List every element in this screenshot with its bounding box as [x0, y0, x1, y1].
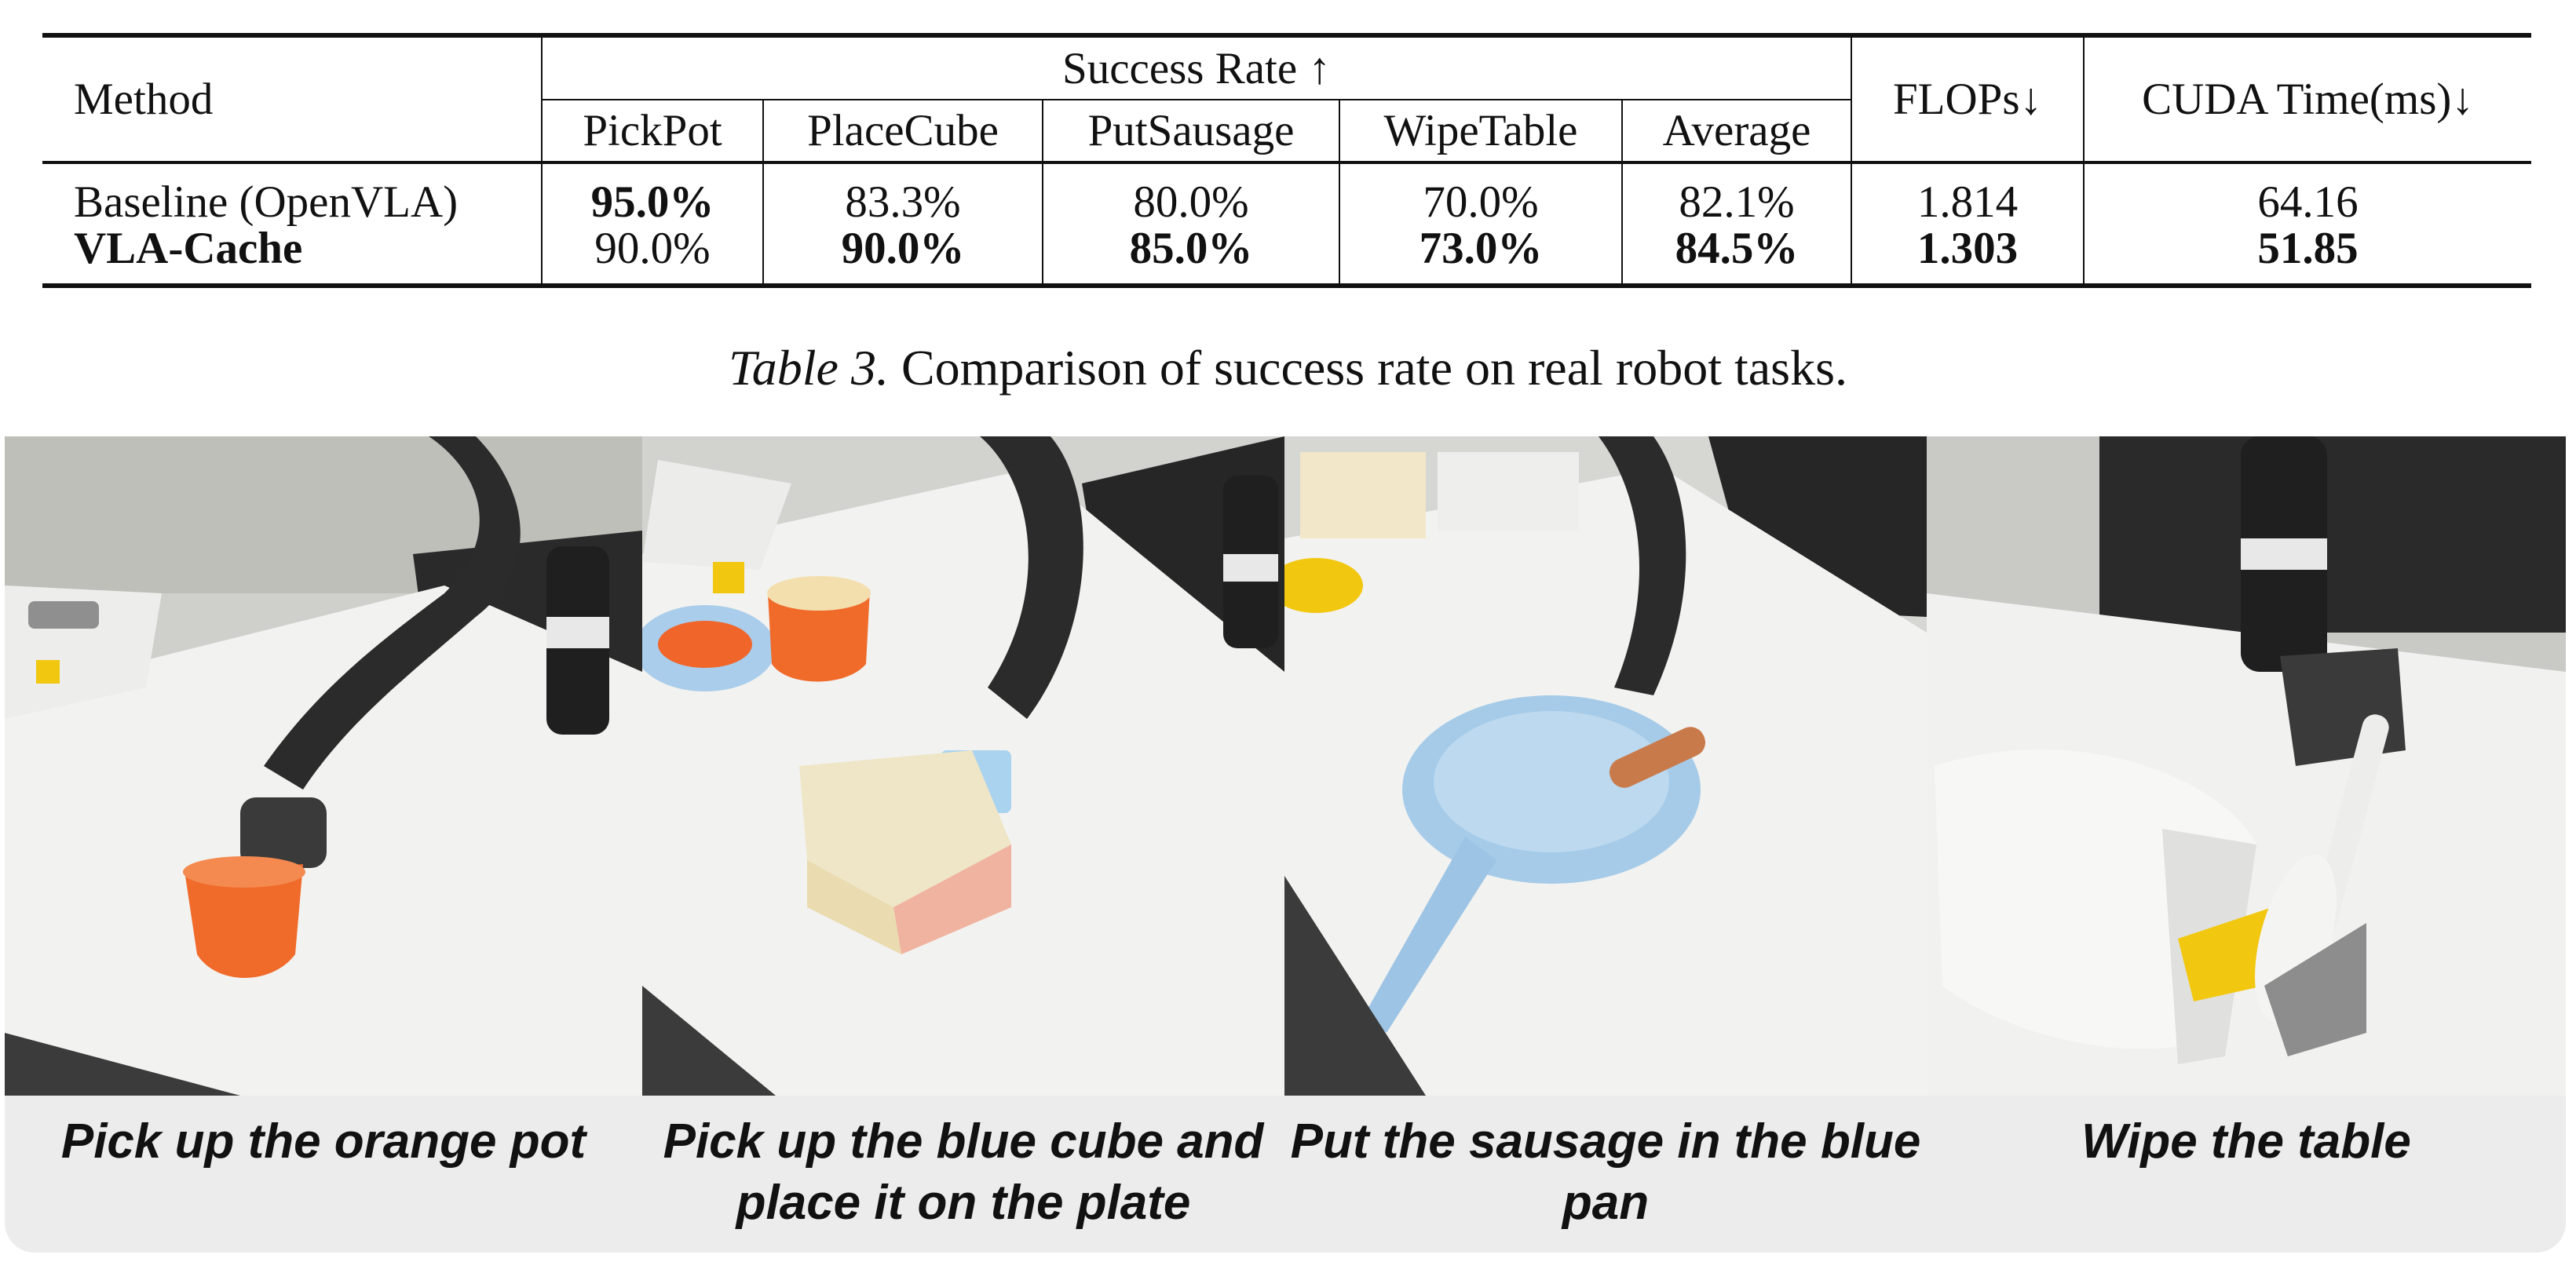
- pickpot-cell: 95.0%: [542, 162, 764, 224]
- task-header-placecube: PlaceCube: [763, 100, 1043, 162]
- average-cell: 84.5%: [1622, 224, 1852, 286]
- putsausage-cell: 80.0%: [1043, 162, 1340, 224]
- table-caption-text: Comparison of success rate on real robot…: [888, 340, 1847, 396]
- method-cell: VLA-Cache: [42, 224, 543, 286]
- table-row: Baseline (OpenVLA) 95.0% 83.3% 80.0% 70.…: [42, 162, 2531, 224]
- photo-put-sausage: [1284, 436, 1927, 1096]
- task-header-average: Average: [1622, 100, 1852, 162]
- caption-pick-orange-pot: Pick up the orange pot: [60, 1114, 586, 1169]
- pickpot-cell: 90.0%: [542, 224, 764, 286]
- wipetable-cell: 70.0%: [1339, 162, 1623, 224]
- table-caption-label: Table 3.: [729, 340, 889, 396]
- results-table-container: Method Success Rate ↑ FLOPs↓ CUDA Time(m…: [42, 33, 2531, 288]
- caption-pick-blue-cube: Pick up the blue cube and place it on th…: [663, 1114, 1264, 1230]
- task-header-putsausage: PutSausage: [1043, 100, 1340, 162]
- cuda-cell: 64.16: [2257, 177, 2359, 227]
- cuda-time-header: CUDA Time(ms)↓: [2084, 35, 2531, 164]
- photo-wipe-table: [1927, 436, 2566, 1096]
- flops-cell: 1.814: [1851, 162, 2085, 224]
- table-caption: Table 3. Comparison of success rate on r…: [0, 339, 2576, 397]
- method-header: Method: [42, 35, 543, 164]
- task-header-wipetable: WipeTable: [1339, 100, 1623, 162]
- average-cell: 82.1%: [1622, 162, 1852, 224]
- task-header-pickpot: PickPot: [542, 100, 764, 162]
- photo-pick-blue-cube: [642, 436, 1284, 1096]
- results-table: Method Success Rate ↑ FLOPs↓ CUDA Time(m…: [42, 33, 2531, 288]
- success-rate-header: Success Rate ↑: [542, 35, 1852, 100]
- placecube-cell: 90.0%: [763, 224, 1043, 286]
- flops-cell: 1.303: [1851, 224, 2085, 286]
- wipetable-cell: 73.0%: [1339, 224, 1623, 286]
- caption-wipe-table: Wipe the table: [2081, 1114, 2411, 1169]
- photo-pick-orange-pot: [5, 436, 642, 1096]
- cuda-cell: 51.85: [2257, 224, 2359, 273]
- robot-task-figure: Pick up the orange pot Pick up the blue …: [5, 436, 2566, 1253]
- flops-header: FLOPs↓: [1851, 35, 2085, 164]
- method-cell: Baseline (OpenVLA): [42, 162, 543, 224]
- table-row: VLA-Cache 90.0% 90.0% 85.0% 73.0% 84.5% …: [42, 224, 2531, 286]
- putsausage-cell: 85.0%: [1043, 224, 1340, 286]
- placecube-cell: 83.3%: [763, 162, 1043, 224]
- caption-put-sausage: Put the sausage in the blue pan: [1290, 1114, 1921, 1230]
